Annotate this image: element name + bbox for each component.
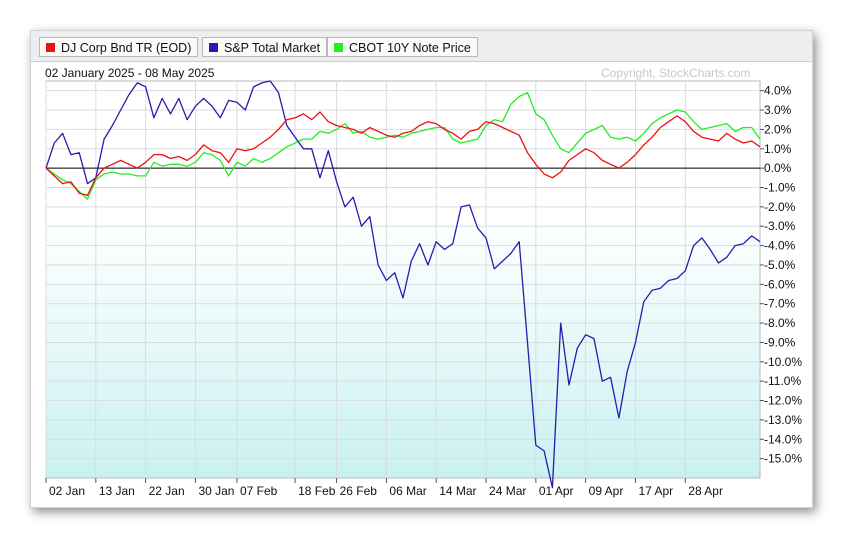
y-axis: 4.0% 3.0% 2.0% 1.0% 0.0% -1.0% -2.0% -3.0% -4.0%… [760,84,802,466]
line-chart: 4.0% 3.0% 2.0% 1.0% 0.0% -1.0% -2.0% -3.0% -4.0%… [45,80,802,498]
y-tick-label: -6.0% [764,277,796,291]
y-tick-label: -5.0% [764,258,796,272]
y-tick-label: -7.0% [764,297,796,311]
y-tick-label: -11.0% [764,374,801,388]
y-tick-label: 3.0% [764,103,792,117]
y-tick-label: -4.0% [764,239,796,253]
date-range-subtitle: 02 January 2025 - 08 May 2025 [45,66,215,80]
x-tick-label: 24 Mar [489,484,526,498]
x-tick-label: 30 Jan [198,484,234,498]
chart-panel: DJ Corp Bnd TR (EOD) S&P Total Market CB… [30,30,813,508]
y-tick-label: -2.0% [764,200,796,214]
legend-label: DJ Corp Bnd TR (EOD) [61,41,192,55]
y-tick-label: -12.0% [764,394,802,408]
y-tick-label: -14.0% [764,432,802,446]
copyright-text: Copyright, StockCharts.com [601,66,751,80]
y-tick-label: -15.0% [764,452,802,466]
y-tick-label: -1.0% [764,181,796,195]
gridlines [45,81,760,478]
plot-area [45,80,761,479]
y-tick-label: -10.0% [764,355,802,369]
legend-label: CBOT 10Y Note Price [349,41,471,55]
legend-swatch-red [46,43,55,52]
x-tick-label: 26 Feb [340,484,378,498]
x-tick-label: 18 Feb [298,484,336,498]
y-tick-label: 2.0% [764,122,792,136]
y-tick-label: 4.0% [764,84,792,98]
series-lines [45,80,761,489]
legend-bar: DJ Corp Bnd TR (EOD) S&P Total Market CB… [31,31,812,62]
legend-swatch-green [334,43,343,52]
x-tick-label: 17 Apr [638,484,673,498]
series-line-dj-corp-bnd-tr-eod [45,111,761,196]
x-tick-label: 22 Jan [149,484,185,498]
x-tick-label: 14 Mar [439,484,476,498]
series-line-cbot-10y-note-price [45,91,761,200]
legend-item-sp-total-market[interactable]: S&P Total Market [202,37,328,57]
legend-swatch-blue [209,43,218,52]
y-tick-label: 1.0% [764,142,792,156]
x-tick-label: 07 Feb [240,484,278,498]
legend-item-cbot-10y[interactable]: CBOT 10Y Note Price [327,37,478,57]
y-tick-label: 0.0% [764,161,792,175]
series-line-s-p-total-market [45,80,761,489]
x-tick-label: 28 Apr [688,484,723,498]
x-tick-label: 09 Apr [589,484,624,498]
x-axis: 02 Jan 13 Jan 22 Jan 30 Jan 07 Feb 18 Feb 26 F… [45,478,723,498]
y-tick-label: -3.0% [764,219,796,233]
legend-label: S&P Total Market [224,41,321,55]
y-tick-label: -9.0% [764,335,796,349]
x-tick-label: 13 Jan [99,484,135,498]
x-tick-label: 01 Apr [539,484,574,498]
x-tick-label: 02 Jan [49,484,85,498]
legend-item-corp-bond[interactable]: DJ Corp Bnd TR (EOD) [39,37,199,57]
y-tick-label: -13.0% [764,413,802,427]
x-tick-label: 06 Mar [389,484,426,498]
y-tick-label: -8.0% [764,316,796,330]
